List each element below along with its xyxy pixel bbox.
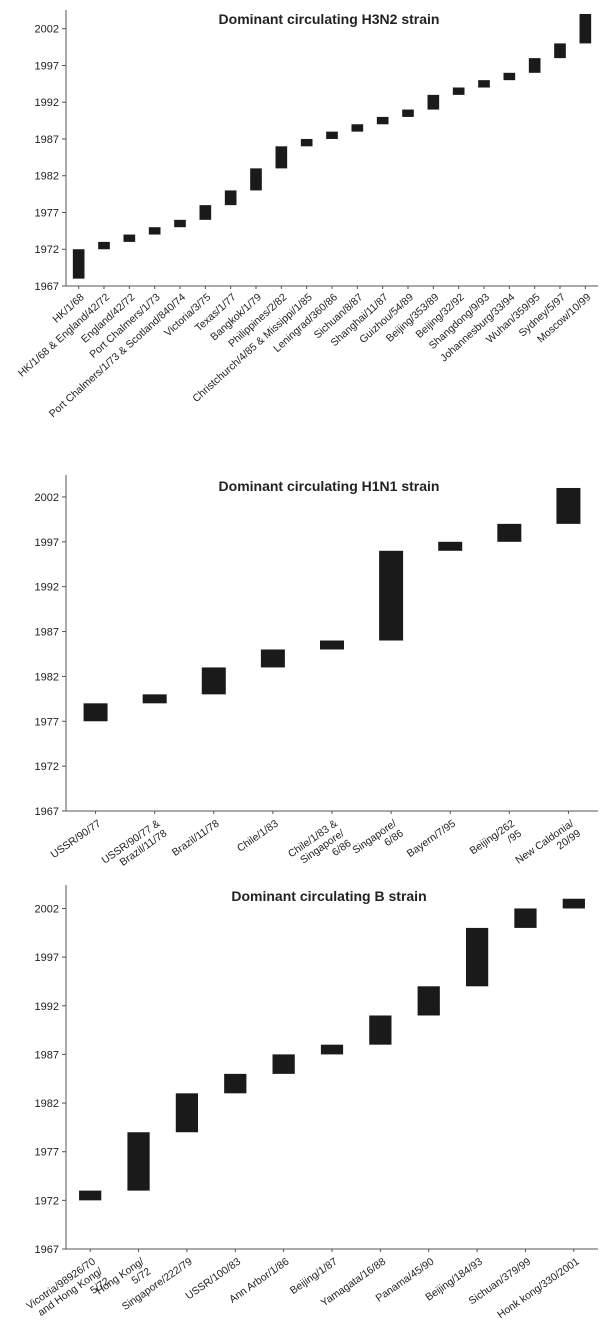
h1n1-x-category-label: Chile/1/83 [235, 818, 281, 855]
h3n2-range-bar [528, 58, 541, 73]
h1n1-y-tick-label: 1997 [35, 537, 59, 549]
h3n2-y-tick-label: 1967 [35, 281, 59, 293]
h3n2-y-tick-label: 1997 [35, 60, 59, 72]
h3n2-range-bar [148, 227, 161, 235]
b-strain-range-bar [465, 927, 489, 987]
h3n2-range-bar [579, 14, 592, 44]
h1n1-chart-panel: Dominant circulating H1N1 strain 1967 1972… [0, 465, 601, 885]
h1n1-x-category-label-line: Bayern/7/95 [405, 818, 458, 860]
h1n1-range-bar [142, 694, 167, 704]
b-strain-range-bar [320, 1044, 344, 1055]
h3n2-range-bar [300, 138, 313, 147]
h3n2-range-bar [275, 146, 288, 169]
h3n2-y-tick-label: 1992 [35, 97, 59, 109]
b-strain-range-bar [175, 1093, 199, 1133]
h3n2-range-bar [199, 205, 212, 220]
b-strain-chart-title: Dominant circulating B strain [231, 888, 426, 904]
b-strain-x-category-label-line: Honk kong/330/2001 [495, 1256, 581, 1322]
h3n2-range-bar [351, 124, 364, 132]
h1n1-range-bar [556, 487, 581, 524]
b-strain-range-bar [79, 1190, 102, 1201]
b-strain-chart: Dominant circulating B strain 1967 1972 197… [24, 885, 598, 1322]
h1n1-x-category-label: USSR/90/77 [49, 818, 104, 861]
h3n2-range-bar [376, 116, 389, 125]
h1n1-chart: Dominant circulating H1N1 strain 1967 1972… [35, 475, 598, 880]
h1n1-y-tick-label: 1967 [35, 806, 59, 818]
h1n1-x-category-label-line: USSR/90/77 [49, 818, 104, 861]
h3n2-range-bar [427, 94, 440, 110]
b-strain-y-tick-label: 1977 [35, 1147, 59, 1159]
b-strain-range-bar [272, 1054, 295, 1074]
b-strain-y-tick-label: 1992 [35, 1001, 59, 1013]
h1n1-range-bar [320, 640, 344, 650]
h1n1-range-bar [497, 523, 522, 542]
h3n2-y-tick-label: 1987 [35, 134, 59, 146]
h3n2-range-bar [98, 241, 110, 250]
h1n1-x-category-label-line: Brazil/11/78 [170, 818, 222, 859]
h1n1-x-category-label: Singapore/6/86 [350, 818, 406, 867]
h1n1-x-category-label: USSR/90/77 &Brazil/11/78 [100, 818, 170, 877]
h1n1-range-bar [438, 541, 463, 551]
h1n1-range-bar [201, 667, 226, 695]
h1n1-x-category-label: Brazil/11/78 [170, 818, 222, 859]
h3n2-range-bar [554, 43, 566, 59]
b-strain-x-category-label: Honk kong/330/2001 [495, 1256, 581, 1322]
h3n2-range-bar [123, 234, 136, 242]
h3n2-y-tick-label: 1977 [35, 207, 59, 219]
h3n2-y-tick-label: 1972 [35, 244, 59, 256]
b-strain-range-bar [127, 1132, 150, 1191]
h3n2-range-bar [224, 190, 237, 206]
h1n1-x-category-label: Chile/1/83 &Singapore/6/86 [286, 818, 354, 880]
h3n2-range-bar [326, 131, 338, 139]
b-strain-range-bar [514, 908, 537, 928]
b-strain-y-tick-label: 2002 [35, 903, 59, 915]
h3n2-range-bar [250, 168, 262, 191]
h1n1-x-category-label: Bayern/7/95 [405, 818, 458, 860]
b-strain-range-bar [224, 1073, 247, 1094]
h3n2-y-tick-label: 1982 [35, 171, 59, 183]
b-strain-chart-panel: Dominant circulating B strain 1967 1972 197… [0, 875, 601, 1325]
b-strain-y-tick-label: 1972 [35, 1195, 59, 1207]
h3n2-chart-title: Dominant circulating H3N2 strain [219, 11, 440, 27]
b-strain-y-tick-label: 1982 [35, 1098, 59, 1110]
b-strain-range-bar [369, 1015, 392, 1045]
h1n1-y-tick-label: 1982 [35, 671, 59, 683]
h1n1-y-tick-label: 1972 [35, 761, 59, 773]
h3n2-range-bar [503, 72, 516, 81]
b-strain-y-tick-label: 1997 [35, 952, 59, 964]
h1n1-x-category-label-line: Chile/1/83 [235, 818, 281, 855]
b-strain-range-bar [562, 898, 585, 909]
h3n2-range-bar [452, 87, 465, 95]
h1n1-range-bar [379, 550, 404, 641]
h1n1-y-tick-label: 1977 [35, 716, 59, 728]
h1n1-y-tick-label: 1992 [35, 582, 59, 594]
h3n2-range-bar [72, 249, 85, 279]
h1n1-x-category-label: New Caldonia/20/99 [513, 818, 583, 877]
h3n2-range-bar [478, 80, 490, 88]
h1n1-range-bar [83, 703, 108, 722]
h3n2-range-bar [402, 109, 414, 117]
h3n2-chart-panel: Dominant circulating H3N2 strain 1967 1972… [0, 0, 601, 440]
h1n1-y-tick-label: 1987 [35, 627, 59, 639]
h3n2-y-tick-label: 2002 [35, 24, 59, 36]
h1n1-y-tick-label: 2002 [35, 492, 59, 504]
h1n1-range-bar [260, 649, 285, 668]
h3n2-range-bar [174, 219, 186, 228]
h3n2-chart: Dominant circulating H3N2 strain 1967 1972… [16, 10, 598, 420]
h1n1-chart-title: Dominant circulating H1N1 strain [219, 478, 440, 494]
b-strain-y-tick-label: 1987 [35, 1049, 59, 1061]
b-strain-range-bar [417, 986, 440, 1016]
b-strain-y-tick-label: 1967 [35, 1244, 59, 1256]
